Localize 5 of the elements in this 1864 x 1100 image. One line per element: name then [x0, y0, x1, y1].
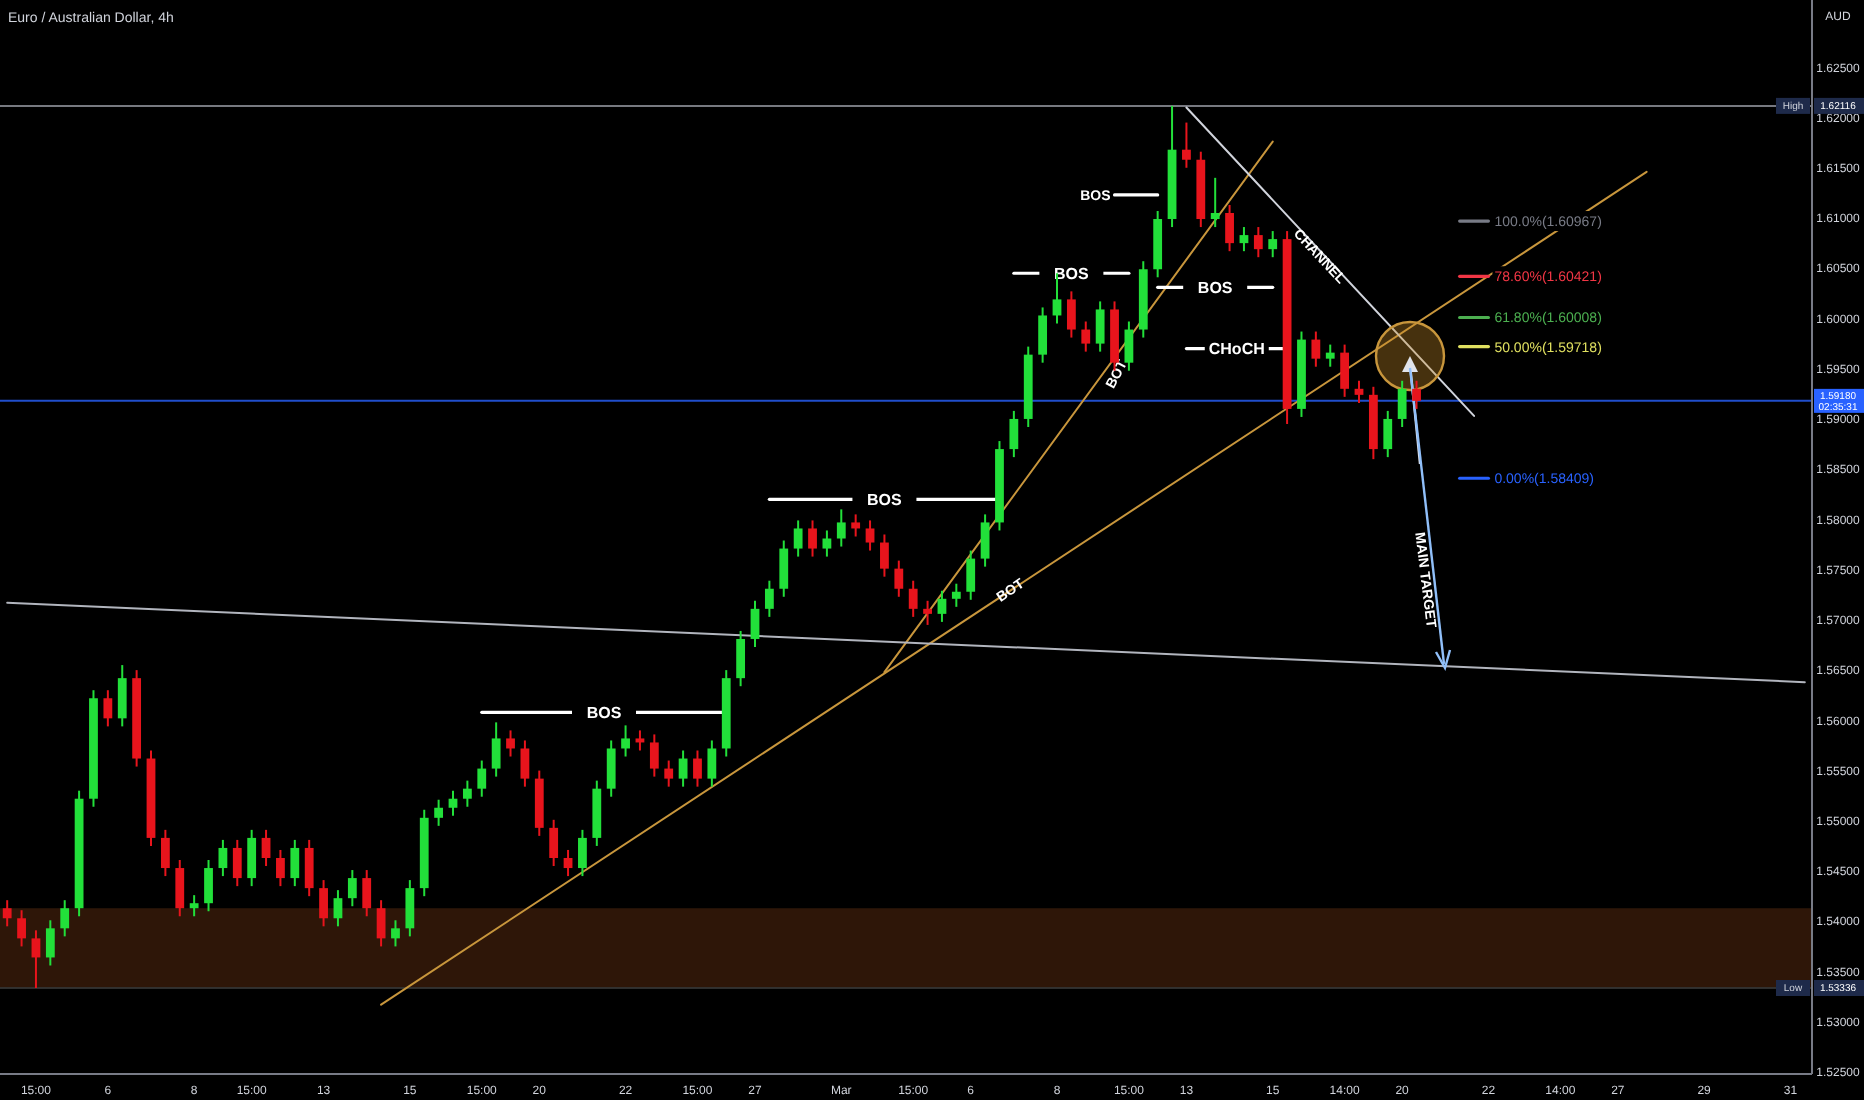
series-label: BOS [1197, 278, 1234, 297]
series-label: CHoCH [1208, 340, 1266, 359]
series-label: BOS [1054, 264, 1091, 283]
series-label: BOS [586, 703, 623, 722]
series-label: BOS [867, 490, 904, 509]
